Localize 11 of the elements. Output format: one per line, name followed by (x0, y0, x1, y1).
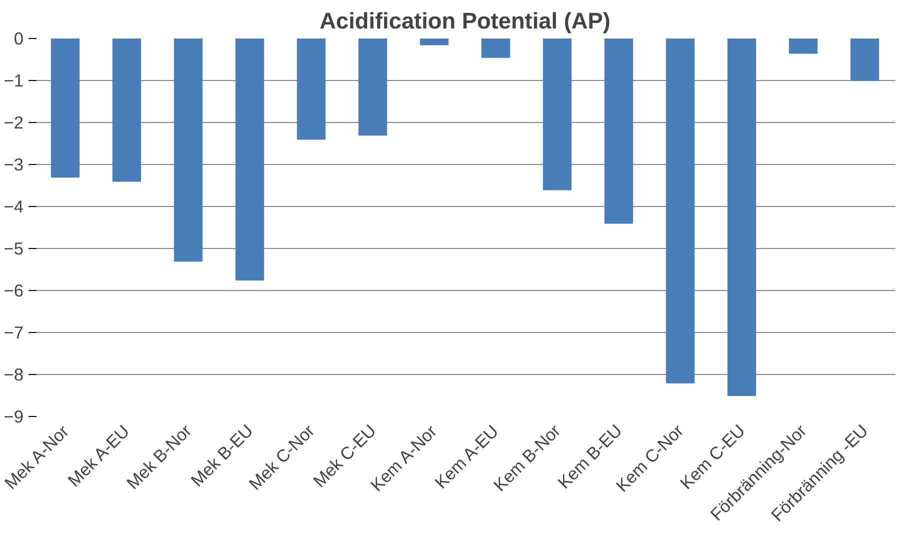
chart-title: Acidification Potential (AP) (320, 8, 610, 34)
y-tick-label: −9 (4, 406, 24, 426)
y-tick-label: −7 (4, 322, 24, 342)
y-tick-label: −5 (4, 238, 24, 258)
y-tick-label: −1 (4, 70, 24, 90)
y-tick-label: −2 (4, 112, 24, 132)
y-tick-label: −4 (4, 196, 24, 216)
y-tick-label: −8 (4, 364, 24, 384)
y-tick-label: −3 (4, 154, 24, 174)
y-tick-label: 0 (14, 28, 24, 48)
y-tick-label: −6 (4, 280, 24, 300)
